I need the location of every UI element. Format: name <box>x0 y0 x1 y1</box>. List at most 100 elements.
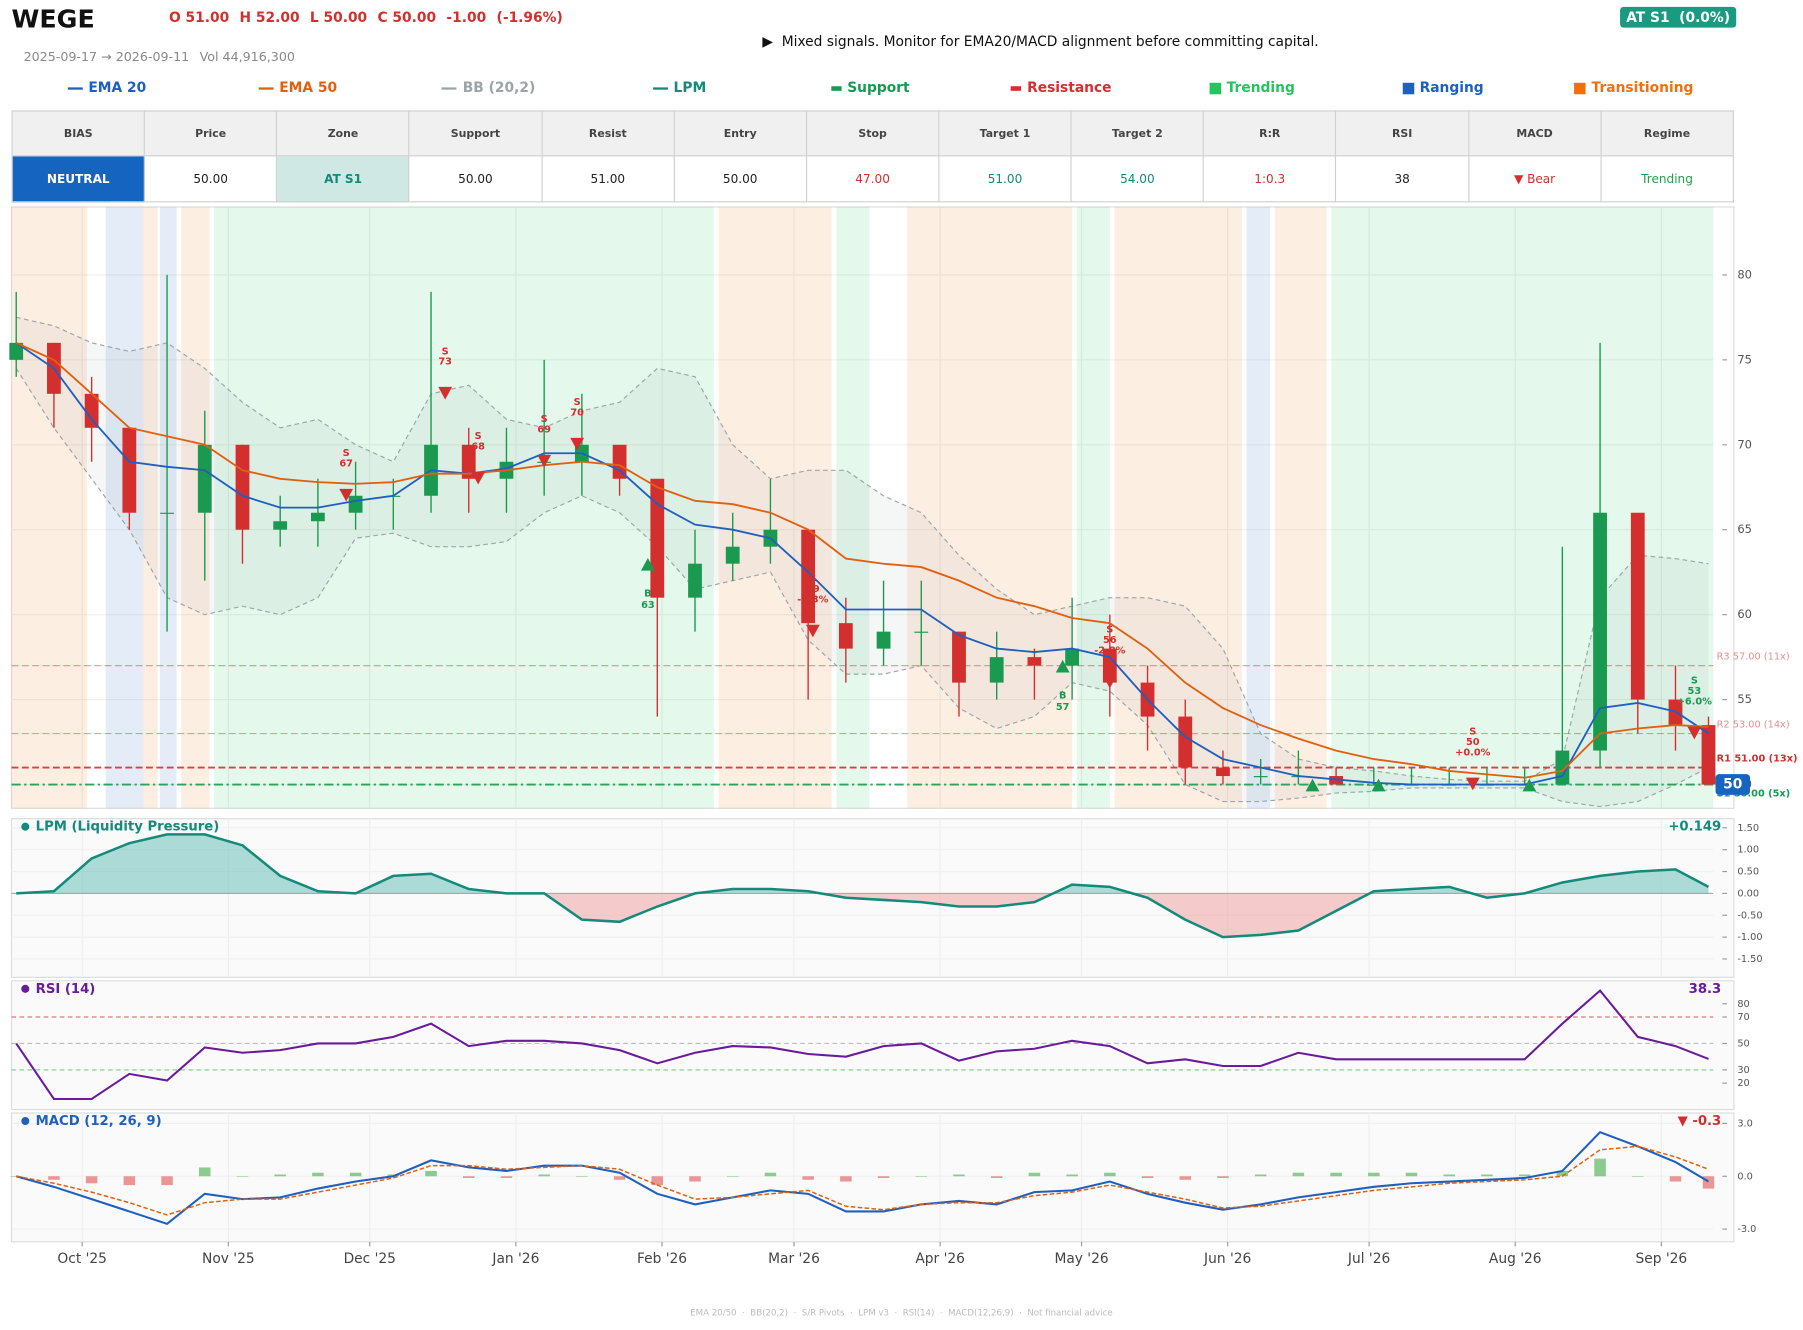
signal-label: S <box>541 414 548 425</box>
histogram-bar <box>1292 1172 1305 1177</box>
legend-symbol <box>258 86 274 90</box>
x-tick-label: May '26 <box>1054 1251 1108 1267</box>
candle-body <box>9 342 24 360</box>
histogram-bar <box>274 1174 286 1177</box>
histogram-bar <box>689 1176 701 1182</box>
x-tick-label: Aug '26 <box>1489 1251 1542 1267</box>
candle-body <box>1027 657 1042 666</box>
panel: 20 30 50 70 80 RSI (14) 38.3 <box>11 982 1750 1101</box>
value-cell: 50.00 <box>408 155 543 203</box>
signal-label: S <box>1106 625 1113 636</box>
legend-label: Ranging <box>1419 79 1484 96</box>
legend-item: EMA 20 <box>11 79 202 95</box>
legend-label: BB (20,2) <box>462 79 536 96</box>
histogram-bar <box>48 1176 60 1180</box>
legend: EMA 20 EMA 50 BB (20,2) LPM Support Resistanc… <box>11 79 1729 95</box>
signal-label: 69 <box>537 425 551 436</box>
legend-symbol <box>1209 82 1221 94</box>
legend-item: Ranging <box>1348 79 1539 95</box>
regime-band <box>11 206 87 809</box>
histogram-bar <box>877 1176 890 1179</box>
histogram-bar <box>462 1176 475 1179</box>
message: ▶ Mixed signals. Monitor for EMA20/MACD … <box>762 33 1319 50</box>
signal-marker <box>471 471 486 485</box>
histogram-bar <box>802 1176 814 1180</box>
histogram-bar <box>1594 1158 1606 1177</box>
legend-label: Support <box>847 79 910 96</box>
candle-body <box>952 631 966 683</box>
regime-band <box>143 206 158 809</box>
header-cell: BIAS <box>11 110 146 157</box>
histogram-bar <box>1028 1172 1041 1177</box>
histogram-bar <box>1104 1172 1116 1177</box>
legend-label: Transitioning <box>1591 79 1694 96</box>
y-tick-label: 20 <box>1737 1078 1749 1089</box>
histogram-bar <box>1217 1176 1229 1179</box>
candle-body <box>1701 725 1716 785</box>
signal-label: S <box>442 346 449 357</box>
last-price-badge <box>1715 774 1750 795</box>
legend-symbol <box>831 85 842 91</box>
histogram-bar <box>990 1176 1003 1179</box>
candle-body <box>650 478 665 598</box>
value-cell: 50.00 <box>673 155 807 203</box>
header-cell: RSI <box>1335 110 1469 157</box>
signal-label: B <box>644 589 651 600</box>
candle-body <box>801 529 816 624</box>
histogram-bar <box>1141 1176 1154 1179</box>
candle-body <box>876 631 891 649</box>
quote: O 51.00 H 52.00 L 50.00 C 50.00 -1.00 (-1.96%… <box>169 9 573 25</box>
legend-label: Resistance <box>1027 79 1112 96</box>
y-tick-label: -0.50 <box>1737 910 1762 921</box>
header-cell: Regime <box>1600 110 1734 157</box>
footer: EMA 20/50 · BB(20,2) · S/R Pivots · LPM … <box>690 1307 1113 1318</box>
regime-band <box>1331 206 1714 809</box>
signal-label: -2.8% <box>1094 645 1125 656</box>
y-tick-label: 55 <box>1737 692 1752 706</box>
panel-background <box>10 980 1735 1111</box>
signal-marker <box>1102 675 1117 689</box>
area-positive <box>16 834 1709 894</box>
histogram-bar <box>1518 1174 1531 1177</box>
bb-upper <box>16 316 1709 782</box>
value-cell: 38 <box>1335 155 1469 203</box>
y-tick-label: 50 <box>1737 1038 1749 1049</box>
panel-title: LPM (Liquidity Pressure) <box>36 820 220 835</box>
subtitle: 2025-09-17 → 2026-09-11 Vol 44,916,300 <box>11 34 305 79</box>
histogram-bar <box>1443 1174 1455 1177</box>
x-tick-label: Dec '25 <box>344 1251 396 1267</box>
signal-marker <box>1687 726 1702 740</box>
histogram-bar <box>1179 1176 1191 1180</box>
header-cell: R:R <box>1202 110 1337 157</box>
header-cell: Support <box>408 110 543 157</box>
histogram-bar <box>538 1174 550 1177</box>
histogram-bar <box>161 1176 173 1186</box>
legend-item: LPM <box>584 79 775 95</box>
x-tick-label: Sep '26 <box>1636 1251 1688 1267</box>
header-cell: Target 1 <box>938 110 1072 157</box>
quote-item: (-1.96%) <box>496 9 563 26</box>
histogram-bar <box>85 1176 98 1184</box>
y-tick-label: 0.0 <box>1737 1171 1753 1182</box>
candle-body <box>348 495 363 513</box>
panel-title: MACD (12, 26, 9) <box>36 1114 162 1129</box>
panel: -1.50 -1.00 -0.50 0.00 0.50 1.00 1.50 LPM (Liqu… <box>11 818 1763 978</box>
value-cell: 50.00 <box>143 155 278 203</box>
regime-band <box>718 206 832 809</box>
volume: Vol 44,916,300 <box>199 49 295 65</box>
signal-marker <box>339 488 354 502</box>
value-cell: Trending <box>1600 155 1734 203</box>
legend-symbol <box>652 86 668 90</box>
candle-body <box>197 444 212 513</box>
signal-label: S <box>343 448 350 459</box>
header-cell: Target 2 <box>1070 110 1205 157</box>
y-tick-label: -1.00 <box>1737 932 1762 943</box>
signal-label: 67 <box>339 459 353 470</box>
candle-body <box>1253 776 1268 778</box>
last-price: 50 <box>1723 777 1742 793</box>
signal-label: 53 <box>1688 686 1702 697</box>
value-cell: ▼ Bear <box>1467 155 1602 203</box>
y-tick-label: -1.50 <box>1737 954 1762 965</box>
candle-body <box>1593 512 1607 751</box>
histogram-bar <box>123 1176 136 1186</box>
